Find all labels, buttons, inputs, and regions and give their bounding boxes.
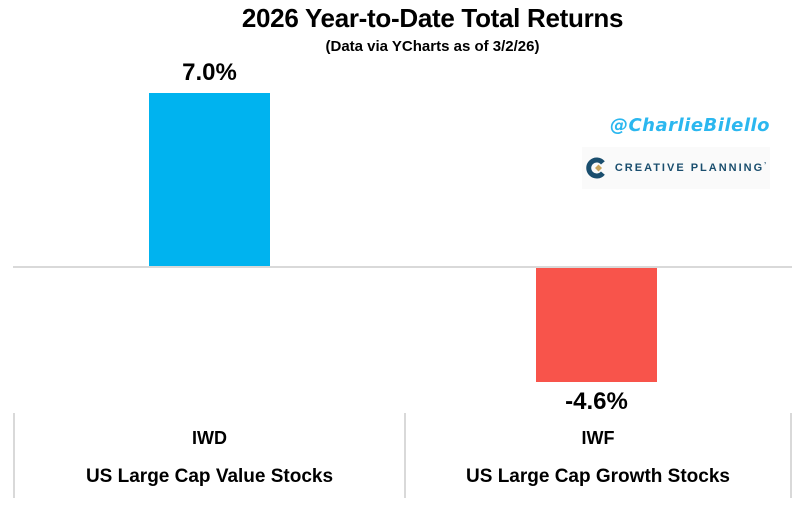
zero-axis-line: [13, 266, 792, 268]
creative-planning-logo-icon: [586, 157, 605, 179]
creative-planning-logo: CREATIVE PLANNING’: [582, 147, 770, 189]
twitter-handle: @CharlieBilello: [609, 115, 771, 136]
value-label-iwf: -4.6%: [565, 388, 628, 415]
category-cell-iwd: IWD US Large Cap Value Stocks: [15, 413, 404, 498]
logo-wordmark: CREATIVE PLANNING: [614, 162, 765, 174]
category-sublabel-iwd: US Large Cap Value Stocks: [85, 466, 334, 487]
creative-planning-logo-text: CREATIVE PLANNING’: [615, 162, 766, 174]
category-sublabel-iwf: US Large Cap Growth Stocks: [466, 466, 730, 487]
category-ticker-iwd: IWD: [192, 428, 227, 448]
chart-title: 2026 Year-to-Date Total Returns: [241, 3, 624, 33]
category-ticker-iwf: IWF: [581, 428, 615, 448]
axis-tick-left: [13, 413, 15, 498]
bar-iwd: [149, 93, 270, 266]
value-label-iwd: 7.0%: [182, 59, 237, 86]
axis-tick-right: [790, 413, 792, 498]
logo-trademark: ’: [764, 162, 767, 169]
bar-iwf: [536, 268, 657, 382]
category-cell-iwf: IWF US Large Cap Growth Stocks: [406, 413, 790, 498]
axis-tick-middle: [404, 413, 406, 498]
chart-subtitle: (Data via YCharts as of 3/2/26): [325, 38, 540, 55]
